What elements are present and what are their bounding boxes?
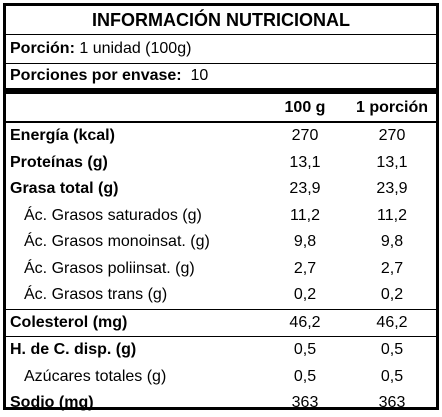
nutrient-name: Ác. Grasos monoinsat. (g) [24,233,210,250]
value-100g: 2,7 [293,259,317,277]
value-portion: 46,2 [376,313,408,331]
nutrient-name: Sodio (mg) [10,394,94,411]
nutrient-name: Ác. Grasos trans (g) [24,286,168,303]
nutrient-name: Ác. Grasos saturados (g) [24,206,202,224]
portion-value: 1 unidad (100g) [79,40,192,57]
nutrient-name: Colesterol (mg) [10,313,128,331]
value-100g: 363 [291,394,319,411]
nutrient-name: Azúcares totales (g) [24,367,167,385]
nutrition-facts-label: INFORMACIÓN NUTRICIONAL Porción: 1 unida… [3,3,439,411]
value-portion: 0,5 [380,341,404,358]
table-row-energy: Energía (kcal) 270 270 [6,123,436,150]
value-portion: 0,5 [380,367,404,385]
servings-label: Porciones por envase: [10,67,182,84]
table-row-polyunsaturated-fat: Ác. Grasos poliinsat. (g) 2,7 2,7 [6,256,436,283]
value-100g: 0,5 [293,367,317,385]
table-row-protein: Proteínas (g) 13,1 13,1 [6,150,436,177]
value-portion: 13,1 [376,153,408,171]
value-100g: 0,2 [293,286,317,303]
servings-value: 10 [190,67,209,84]
table-row-cholesterol: Colesterol (mg) 46,2 46,2 [6,308,436,337]
nutrient-name: Grasa total (g) [10,180,119,197]
value-100g: 13,1 [289,153,321,171]
table-row-sodium: Sodio (mg) 363 363 [6,390,436,417]
table-row-total-sugars: Azúcares totales (g) 0,5 0,5 [6,364,436,391]
value-100g: 9,8 [293,233,317,250]
value-portion: 270 [378,127,406,144]
nutrient-name: Energía (kcal) [10,127,115,144]
column-header-100g: 100 g [284,99,326,116]
value-100g: 270 [291,127,319,144]
nutrient-name: H. de C. disp. (g) [10,341,137,358]
value-100g: 46,2 [289,313,321,331]
table-row-saturated-fat: Ác. Grasos saturados (g) 11,2 11,2 [6,203,436,230]
servings-row: Porciones por envase: 10 [6,64,436,94]
value-100g: 11,2 [290,206,320,224]
table-row-total-fat: Grasa total (g) 23,9 23,9 [6,176,436,203]
value-portion: 23,9 [376,180,408,197]
value-portion: 0,2 [380,286,404,303]
value-portion: 363 [378,394,406,411]
table-row-trans-fat: Ác. Grasos trans (g) 0,2 0,2 [6,282,436,309]
nutrient-name: Proteínas (g) [10,153,108,171]
nutrient-name: Ác. Grasos poliinsat. (g) [24,259,195,277]
value-100g: 0,5 [293,341,317,358]
value-100g: 23,9 [289,180,321,197]
value-portion: 11,2 [377,206,407,224]
value-portion: 9,8 [380,233,404,250]
table-header: 100 g 1 porción [6,94,436,123]
portion-row: Porción: 1 unidad (100g) [6,35,436,64]
label-title: INFORMACIÓN NUTRICIONAL [6,6,436,35]
table-row-carbohydrates: H. de C. disp. (g) 0,5 0,5 [6,336,436,364]
table-row-monounsaturated-fat: Ác. Grasos monoinsat. (g) 9,8 9,8 [6,229,436,256]
column-header-portion: 1 porción [355,99,428,116]
value-portion: 2,7 [380,259,404,277]
portion-label: Porción: [10,40,75,57]
